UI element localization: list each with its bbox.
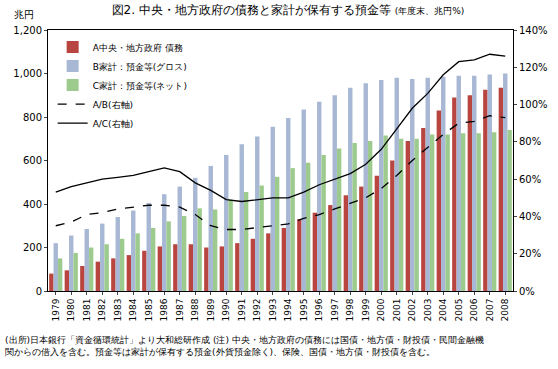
svg-text:2003: 2003 <box>423 299 433 322</box>
svg-text:2007: 2007 <box>485 299 495 322</box>
svg-text:40%: 40% <box>519 211 541 222</box>
svg-text:図2. 中央・地方政府の債務と家計が保有する預金等 (年度末: 図2. 中央・地方政府の債務と家計が保有する預金等 (年度末、兆円%) <box>112 3 465 17</box>
svg-text:120%: 120% <box>519 62 548 73</box>
svg-text:200: 200 <box>23 242 42 253</box>
svg-text:A/B(右軸): A/B(右軸) <box>93 100 133 110</box>
svg-text:1995: 1995 <box>299 299 309 322</box>
svg-text:1999: 1999 <box>361 298 371 321</box>
svg-text:1982: 1982 <box>97 299 107 322</box>
svg-text:1981: 1981 <box>82 299 92 322</box>
svg-text:1993: 1993 <box>268 299 278 322</box>
svg-text:0%: 0% <box>519 286 535 297</box>
svg-text:2004: 2004 <box>438 298 448 321</box>
svg-text:2000: 2000 <box>376 298 386 321</box>
svg-text:600: 600 <box>23 155 42 166</box>
svg-text:1992: 1992 <box>252 299 262 322</box>
svg-text:1987: 1987 <box>175 299 185 322</box>
svg-text:A中央・地方政府 債務: A中央・地方政府 債務 <box>93 43 183 53</box>
svg-text:60%: 60% <box>519 174 541 185</box>
svg-text:100%: 100% <box>519 99 548 110</box>
svg-text:400: 400 <box>23 199 42 210</box>
svg-text:0: 0 <box>36 286 42 297</box>
svg-text:1986: 1986 <box>159 298 169 321</box>
svg-text:1,200: 1,200 <box>13 25 42 36</box>
svg-text:2002: 2002 <box>407 299 417 322</box>
svg-text:兆円: 兆円 <box>14 9 34 20</box>
svg-text:20%: 20% <box>519 248 541 259</box>
svg-text:1985: 1985 <box>144 299 154 322</box>
svg-text:1988: 1988 <box>190 298 200 321</box>
svg-text:1994: 1994 <box>283 298 293 321</box>
svg-text:1990: 1990 <box>221 298 231 321</box>
svg-text:800: 800 <box>23 112 42 123</box>
svg-text:80%: 80% <box>519 136 541 147</box>
svg-text:1983: 1983 <box>113 299 123 322</box>
svg-text:2006: 2006 <box>469 298 479 321</box>
svg-text:1998: 1998 <box>345 298 355 321</box>
svg-text:2008: 2008 <box>500 298 510 321</box>
svg-text:B家計：預金等(グロス): B家計：預金等(グロス) <box>93 62 187 72</box>
svg-text:(出所)日本銀行「資金循環統計」より大和総研作成 (注) 中: (出所)日本銀行「資金循環統計」より大和総研作成 (注) 中央・地方政府の債務に… <box>5 335 484 357</box>
svg-text:1997: 1997 <box>330 299 340 322</box>
svg-text:1991: 1991 <box>237 299 247 322</box>
svg-text:1989: 1989 <box>206 298 216 321</box>
svg-text:1979: 1979 <box>51 298 61 321</box>
svg-text:1984: 1984 <box>128 298 138 321</box>
svg-text:1,000: 1,000 <box>13 68 42 79</box>
svg-text:140%: 140% <box>519 25 548 36</box>
svg-text:C家計：預金等(ネット): C家計：預金等(ネット) <box>93 81 187 91</box>
svg-text:A/C(右軸): A/C(右軸) <box>93 119 133 129</box>
svg-text:2001: 2001 <box>392 299 402 322</box>
svg-text:1996: 1996 <box>314 298 324 321</box>
svg-text:2005: 2005 <box>454 299 464 322</box>
svg-text:1980: 1980 <box>66 298 76 321</box>
